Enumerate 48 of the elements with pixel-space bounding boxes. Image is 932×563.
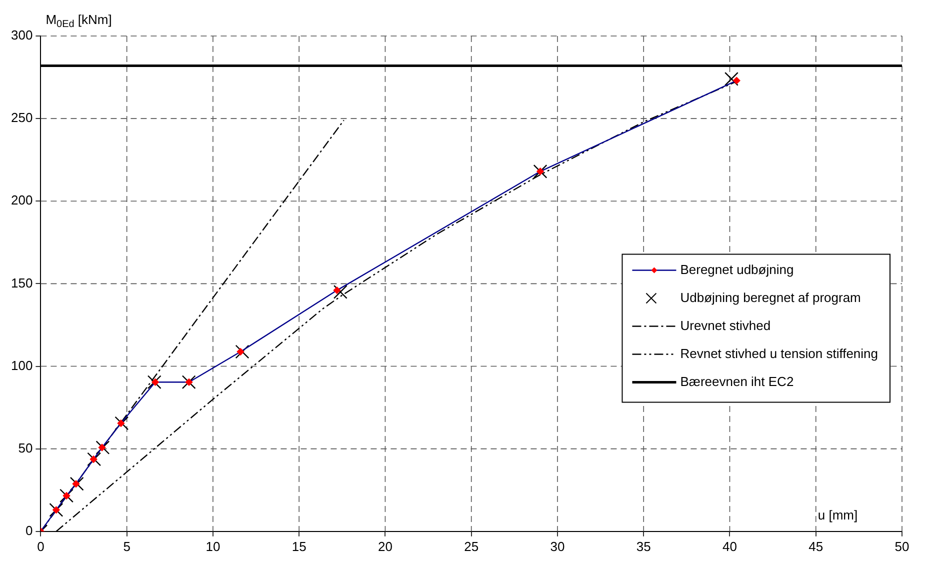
point bbox=[733, 76, 740, 84]
point bbox=[152, 378, 159, 386]
y-tick-label: 150 bbox=[10, 275, 33, 290]
point bbox=[96, 440, 110, 454]
legend-label: Beregnet udbøjning bbox=[680, 262, 794, 277]
point bbox=[49, 502, 64, 517]
point bbox=[533, 164, 548, 178]
x-tick-label: 15 bbox=[292, 538, 306, 554]
y-tick-label: 200 bbox=[10, 192, 33, 208]
x-tick-label: 35 bbox=[636, 538, 651, 554]
point bbox=[90, 456, 98, 463]
x-tick-label: 5 bbox=[123, 538, 130, 554]
point bbox=[87, 452, 102, 466]
x-tick-label: 25 bbox=[464, 538, 479, 554]
x-tick-label: 0 bbox=[37, 538, 44, 554]
y-tick-label: 300 bbox=[10, 28, 33, 43]
point bbox=[147, 375, 162, 390]
point bbox=[117, 420, 125, 427]
point bbox=[185, 378, 193, 386]
legend-label: Udbøjning beregnet af program bbox=[680, 290, 861, 305]
legend-label: Revnet stivhed u tension stiffening bbox=[680, 346, 878, 361]
point bbox=[724, 72, 738, 86]
x-tick-label: 30 bbox=[550, 538, 565, 554]
x-tick-label: 10 bbox=[206, 538, 220, 554]
point bbox=[72, 480, 80, 488]
x-tick-label: 45 bbox=[808, 538, 824, 554]
point bbox=[52, 506, 60, 514]
point bbox=[70, 476, 84, 491]
y-tick-label: 50 bbox=[18, 440, 33, 456]
point bbox=[333, 284, 348, 299]
point bbox=[98, 444, 106, 452]
point bbox=[60, 488, 74, 503]
point bbox=[62, 492, 70, 500]
x-tick-label: 50 bbox=[894, 538, 910, 554]
x-axis-title: u [mm] bbox=[818, 507, 858, 522]
legend-label: Bæreevnen iht EC2 bbox=[680, 374, 794, 389]
point bbox=[182, 375, 196, 390]
y-tick-label: 0 bbox=[25, 522, 33, 538]
y-tick-label: 100 bbox=[10, 358, 33, 373]
y-tick-label: 250 bbox=[10, 110, 33, 126]
point bbox=[333, 286, 341, 294]
point bbox=[536, 168, 544, 176]
point bbox=[114, 416, 129, 430]
point bbox=[235, 344, 250, 359]
legend-label: Urevnet stivhed bbox=[680, 318, 771, 333]
x-tick-label: 40 bbox=[722, 538, 737, 554]
point bbox=[236, 348, 244, 356]
x-tick-label: 20 bbox=[378, 538, 392, 554]
